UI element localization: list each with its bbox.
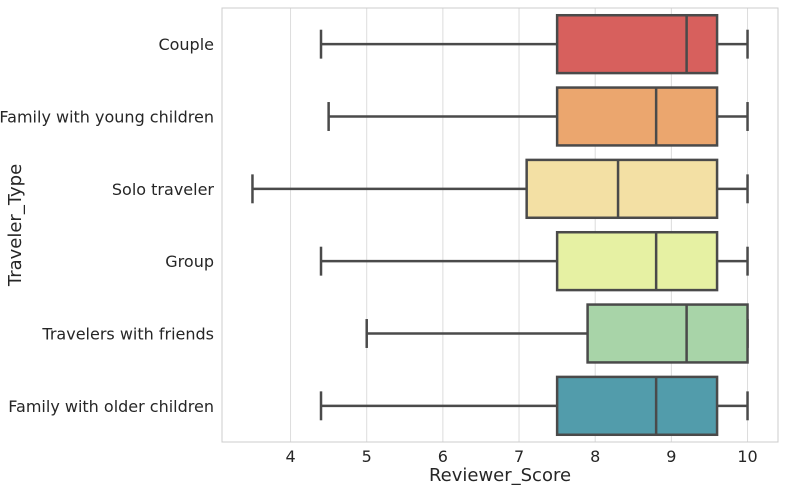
y-tick-label: Solo traveler: [112, 180, 215, 199]
box-group: [327, 86, 749, 147]
x-tick-label: 10: [737, 447, 757, 466]
iqr-box: [555, 375, 719, 437]
x-tick-label: 5: [362, 447, 372, 466]
y-axis-title: Traveler_Type: [5, 164, 26, 287]
x-tick-label: 6: [438, 447, 448, 466]
x-tick-label: 9: [666, 447, 676, 466]
iqr-box: [555, 230, 719, 292]
x-axis-title: Reviewer_Score: [429, 465, 571, 486]
box-group: [365, 303, 749, 364]
grid-lines: [290, 8, 749, 442]
boxes: [251, 13, 749, 437]
y-tick-label: Group: [165, 252, 214, 271]
y-tick-label: Travelers with friends: [41, 325, 214, 344]
y-tick-label: Couple: [158, 35, 214, 54]
iqr-box: [586, 303, 749, 364]
iqr-box: [555, 13, 719, 75]
plot-area: [222, 8, 778, 442]
box-group: [251, 158, 749, 220]
box-group: [319, 375, 749, 437]
box-group: [319, 230, 749, 292]
plot-frame: [221, 7, 779, 443]
y-tick-label: Family with older children: [8, 397, 214, 416]
y-tick-label: Family with young children: [0, 108, 214, 127]
x-tick-label: 7: [514, 447, 524, 466]
box-group: [319, 13, 749, 75]
x-tick-label: 8: [590, 447, 600, 466]
x-tick-label: 4: [285, 447, 295, 466]
tick-labels: 4 5 6 7 8 9 10 Couple Family with young children…: [0, 35, 758, 466]
iqr-box: [555, 86, 719, 147]
iqr-box: [525, 158, 719, 220]
